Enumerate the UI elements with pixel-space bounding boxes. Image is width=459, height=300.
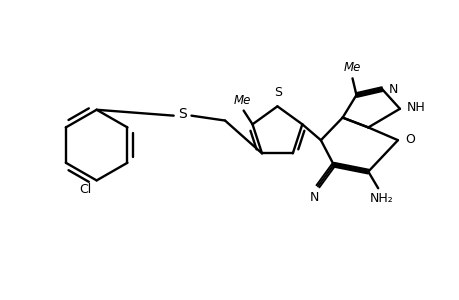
Text: Me: Me [343, 61, 360, 74]
Text: N: N [388, 82, 397, 96]
Text: NH₂: NH₂ [369, 192, 392, 205]
Text: NH: NH [406, 101, 425, 114]
Text: S: S [274, 86, 282, 100]
Text: N: N [308, 191, 318, 204]
Text: Cl: Cl [79, 183, 91, 196]
Text: S: S [178, 107, 186, 121]
Text: O: O [404, 133, 414, 146]
Text: Me: Me [234, 94, 251, 106]
